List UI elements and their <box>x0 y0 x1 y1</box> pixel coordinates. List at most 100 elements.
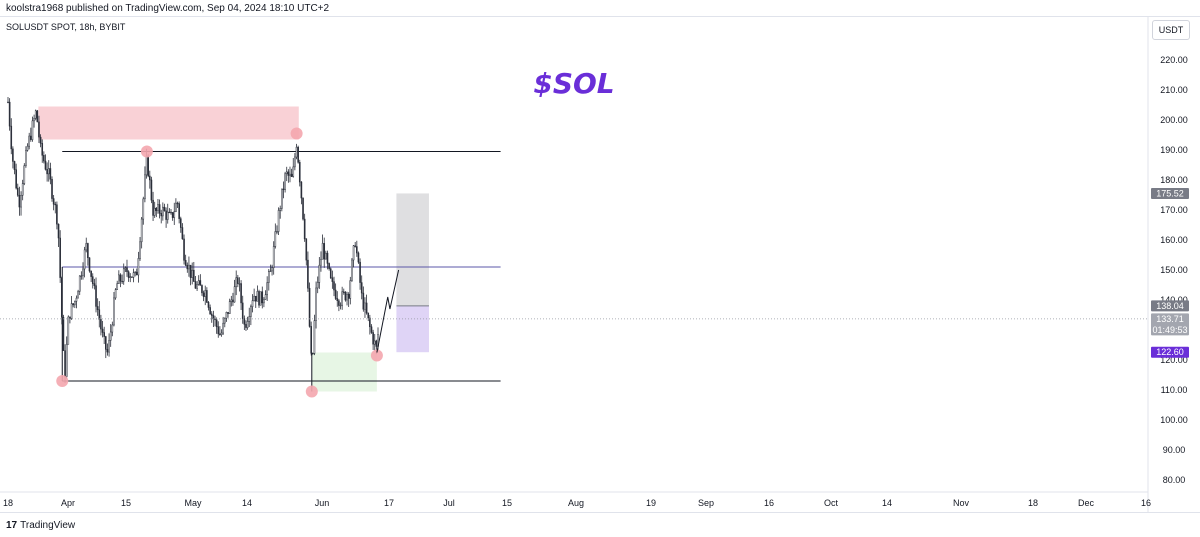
candle-body <box>364 302 366 310</box>
candle-body <box>70 303 73 319</box>
candle-body <box>334 289 337 299</box>
candle-body <box>222 322 224 334</box>
candle-body <box>54 203 57 206</box>
candle-body <box>209 307 211 315</box>
candle-body <box>126 267 128 272</box>
candle <box>25 146 27 168</box>
candle-body <box>166 211 169 220</box>
price-tick-label: 170.00 <box>1160 205 1188 215</box>
candle-body <box>263 299 265 304</box>
time-tick-label: 15 <box>121 498 131 508</box>
currency-button[interactable]: USDT <box>1152 20 1190 40</box>
candle-body <box>370 326 373 333</box>
candle <box>33 114 35 128</box>
price-tick-label: 160.00 <box>1160 235 1188 245</box>
candle-body <box>212 315 215 320</box>
candle-body <box>176 202 179 205</box>
candle-body <box>290 173 293 177</box>
candle <box>225 311 228 322</box>
candle <box>230 295 233 307</box>
time-tick-label: 15 <box>502 498 512 508</box>
candle <box>8 98 11 131</box>
candle-body <box>253 295 255 301</box>
candle-body <box>59 237 61 278</box>
candle <box>60 276 63 325</box>
candle-body <box>77 291 79 299</box>
candle <box>204 285 207 306</box>
candle <box>118 270 120 284</box>
candle-body <box>64 350 66 377</box>
candle-body <box>134 271 136 274</box>
candle-body <box>264 294 267 300</box>
candle-body <box>47 168 50 175</box>
candle <box>57 223 60 247</box>
candle-body <box>338 300 340 306</box>
candle <box>258 289 260 308</box>
candle-body <box>197 280 200 285</box>
candle-body <box>373 340 376 345</box>
candle <box>240 280 242 311</box>
candle <box>331 270 334 289</box>
candle-body <box>38 121 40 138</box>
time-tick-label: Oct <box>824 498 839 508</box>
candle <box>352 245 355 268</box>
countdown-label-text: 01:49:53 <box>1152 325 1187 335</box>
candle-body <box>16 187 19 196</box>
candle-body <box>118 274 120 284</box>
candle-body <box>111 324 114 333</box>
candle <box>351 258 353 282</box>
candle <box>166 203 169 224</box>
candle-body <box>258 291 260 306</box>
candle-body <box>287 171 290 176</box>
candle-body <box>127 271 130 278</box>
candle-body <box>152 199 154 216</box>
candle <box>12 146 14 169</box>
candle <box>223 317 226 328</box>
candle <box>41 139 44 163</box>
candle <box>243 315 246 330</box>
candle <box>254 295 257 308</box>
candle-body <box>75 297 78 302</box>
price-label: 138.04 <box>1151 300 1189 312</box>
candle-body <box>307 259 309 289</box>
candle <box>157 199 159 214</box>
candle-body <box>360 282 363 294</box>
candle <box>153 201 156 218</box>
candle <box>54 201 57 214</box>
price-label: 175.52 <box>1151 187 1189 199</box>
pivot-marker <box>56 375 69 387</box>
candle <box>152 191 154 222</box>
candle <box>127 270 130 282</box>
time-tick-label: 19 <box>646 498 656 508</box>
tradingview-brand[interactable]: 17 TradingView <box>6 520 75 531</box>
candle <box>82 262 84 280</box>
candle-body <box>246 321 249 328</box>
candle <box>245 320 247 332</box>
candle <box>369 314 371 335</box>
candle-body <box>305 238 308 261</box>
candle-body <box>261 291 264 304</box>
candle-body <box>329 268 332 279</box>
candle <box>77 289 79 299</box>
candle <box>294 153 296 171</box>
candle <box>49 162 52 185</box>
projection-path <box>376 269 400 353</box>
candle <box>36 109 39 123</box>
candle-body <box>300 181 303 199</box>
candle <box>175 198 177 213</box>
candle <box>246 316 249 330</box>
candle-body <box>318 264 321 283</box>
candle <box>31 116 34 142</box>
candle-body <box>202 292 205 297</box>
candle <box>181 223 184 240</box>
candle-body <box>233 286 236 303</box>
candle <box>93 278 96 290</box>
candle-body <box>62 316 65 351</box>
candle <box>116 280 119 290</box>
candle <box>69 316 71 324</box>
candle-body <box>336 298 339 301</box>
candle <box>271 264 273 276</box>
candle-body <box>223 318 226 324</box>
